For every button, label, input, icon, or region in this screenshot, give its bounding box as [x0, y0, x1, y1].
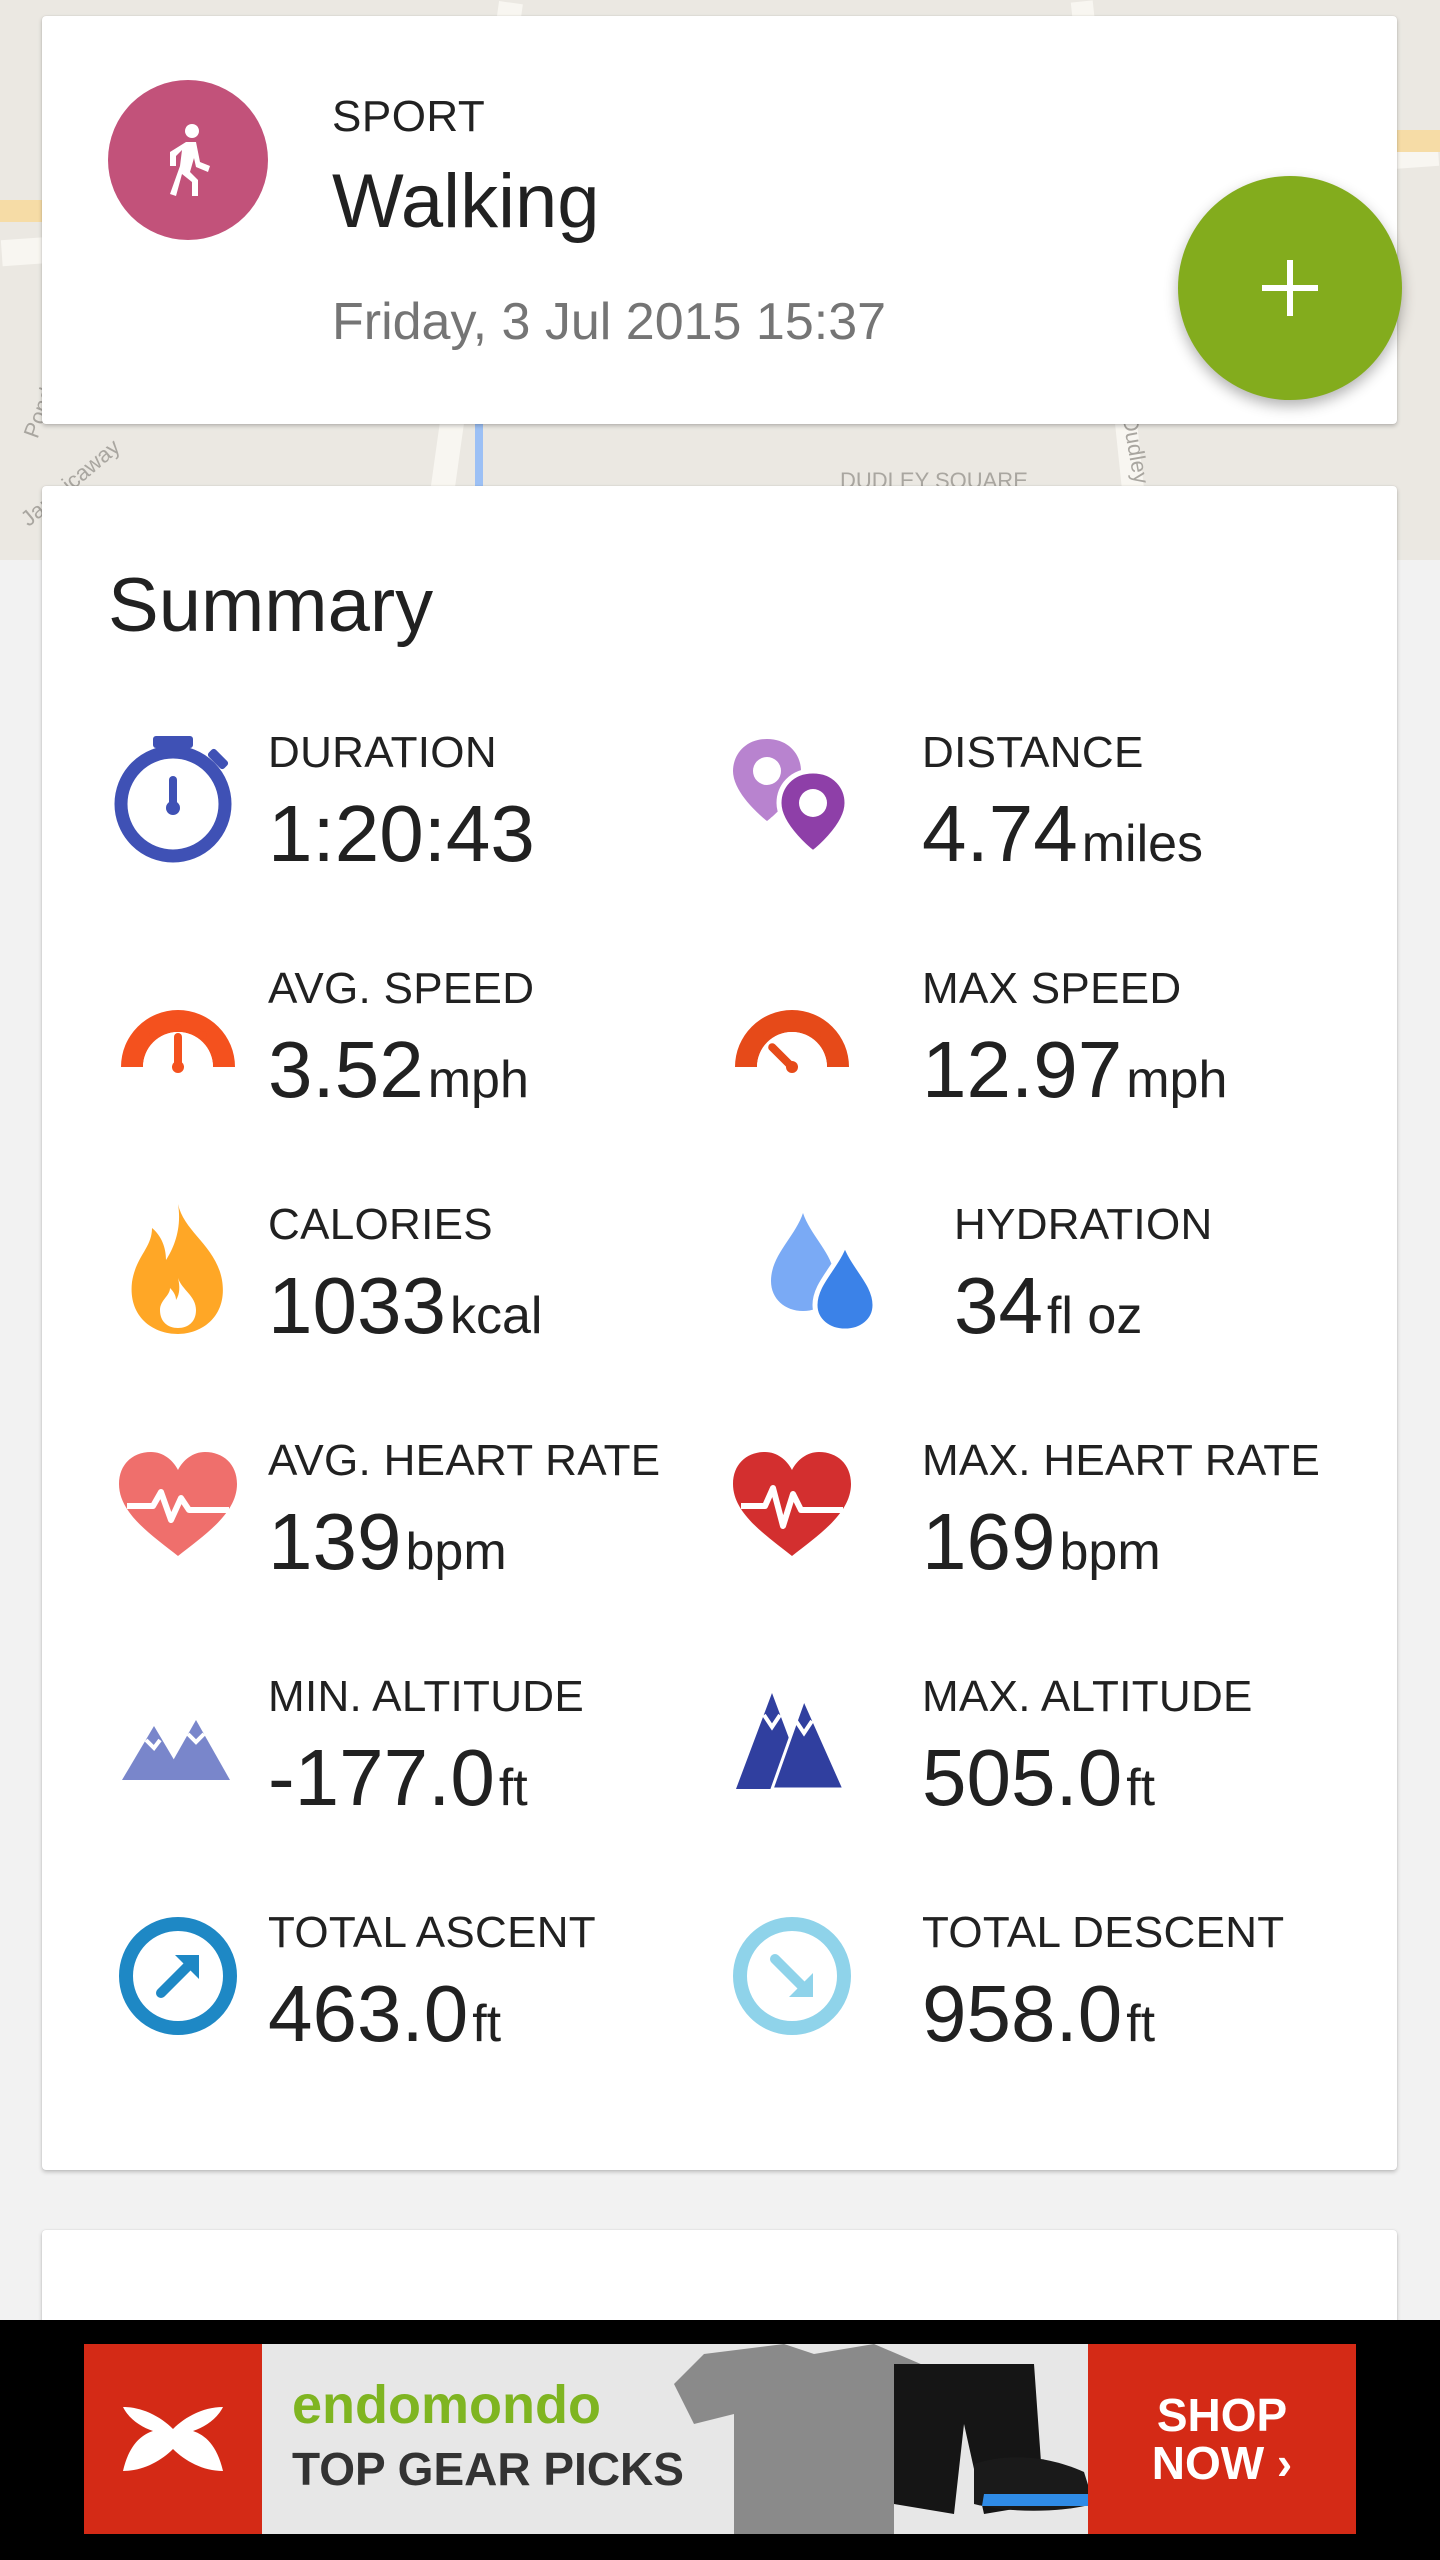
- ad-product-image: [674, 2344, 1094, 2534]
- stat-max-heart-rate: MAX. HEART RATE 169bpm: [722, 1434, 1342, 1634]
- stat-value: 1:20:43: [268, 789, 535, 878]
- stat-label: DURATION: [268, 728, 497, 777]
- ad-cta-line2: NOW ›: [1151, 2437, 1293, 2489]
- stat-duration: DURATION 1:20:43: [108, 726, 728, 926]
- speedometer-max-icon: [722, 962, 862, 1102]
- stat-unit: mph: [427, 1051, 529, 1109]
- summary-card: Summary DURATION 1:20:43: [42, 486, 1397, 2170]
- flame-icon: [108, 1198, 248, 1338]
- stat-label: AVG. HEART RATE: [268, 1436, 661, 1485]
- sport-name: Walking: [332, 159, 600, 244]
- stat-label: CALORIES: [268, 1200, 493, 1249]
- stat-unit: ft: [1126, 1995, 1156, 2053]
- stat-total-descent: TOTAL DESCENT 958.0ft: [722, 1906, 1342, 2106]
- stat-label: HYDRATION: [954, 1200, 1213, 1249]
- stat-label: DISTANCE: [922, 728, 1144, 777]
- stat-unit: ft: [498, 1759, 528, 1817]
- stat-avg-speed: AVG. SPEED 3.52mph: [108, 962, 728, 1162]
- stat-value: 1033: [268, 1261, 446, 1350]
- stat-unit: bpm: [405, 1523, 507, 1581]
- stat-label: MAX. HEART RATE: [922, 1436, 1321, 1485]
- stat-value: 958.0: [922, 1969, 1123, 2058]
- location-pins-icon: [722, 726, 862, 866]
- stat-unit: miles: [1081, 815, 1204, 873]
- under-armour-logo: [84, 2344, 262, 2534]
- workout-date: Friday, 3 Jul 2015 15:37: [332, 293, 887, 351]
- stat-distance: DISTANCE 4.74miles: [722, 726, 1342, 926]
- stat-value: 34: [954, 1261, 1043, 1350]
- stat-unit: bpm: [1059, 1523, 1161, 1581]
- stat-value: 139: [268, 1497, 402, 1586]
- stat-unit: ft: [472, 1995, 502, 2053]
- walking-person-icon: [108, 80, 268, 240]
- add-button[interactable]: [1178, 176, 1402, 400]
- stat-value: 463.0: [268, 1969, 469, 2058]
- stat-label: TOTAL ASCENT: [268, 1908, 596, 1957]
- ad-banner[interactable]: endomondo TOP GEAR PICKS SHOP NOW ›: [0, 2320, 1440, 2560]
- ad-content[interactable]: endomondo TOP GEAR PICKS SHOP NOW ›: [84, 2344, 1356, 2534]
- mountains-max-icon: [722, 1670, 862, 1810]
- ad-cta-line1: SHOP: [1156, 2389, 1288, 2441]
- descent-arrow-icon: [722, 1906, 862, 2046]
- stat-value: 3.52: [268, 1025, 424, 1114]
- stat-value: 4.74: [922, 789, 1078, 878]
- stopwatch-icon: [108, 726, 248, 866]
- stat-label: MIN. ALTITUDE: [268, 1672, 585, 1721]
- heart-pulse-icon: [108, 1434, 248, 1574]
- plus-icon: [1262, 260, 1318, 316]
- stat-value: 169: [922, 1497, 1056, 1586]
- stat-calories: CALORIES 1033kcal: [108, 1198, 728, 1398]
- ad-brand: endomondo: [292, 2375, 601, 2435]
- heart-pulse-max-icon: [722, 1434, 862, 1574]
- stat-label: AVG. SPEED: [268, 964, 535, 1013]
- stat-unit: fl oz: [1046, 1287, 1143, 1345]
- stat-label: MAX SPEED: [922, 964, 1182, 1013]
- stat-unit: kcal: [449, 1287, 543, 1345]
- stat-value: -177.0: [268, 1733, 495, 1822]
- speedometer-icon: [108, 962, 248, 1102]
- stat-max-altitude: MAX. ALTITUDE 505.0ft: [722, 1670, 1342, 1870]
- stat-value: 505.0: [922, 1733, 1123, 1822]
- ascent-arrow-icon: [108, 1906, 248, 2046]
- stat-unit: ft: [1126, 1759, 1156, 1817]
- stat-value: 12.97: [922, 1025, 1123, 1114]
- stat-unit: mph: [1126, 1051, 1228, 1109]
- shop-now-button[interactable]: SHOP NOW ›: [1088, 2344, 1356, 2534]
- stat-max-speed: MAX SPEED 12.97mph: [722, 962, 1342, 1162]
- stat-total-ascent: TOTAL ASCENT 463.0ft: [108, 1906, 728, 2106]
- stat-label: MAX. ALTITUDE: [922, 1672, 1253, 1721]
- stat-label: TOTAL DESCENT: [922, 1908, 1285, 1957]
- stat-hydration: HYDRATION 34fl oz: [754, 1198, 1374, 1398]
- mountains-icon: [108, 1670, 248, 1810]
- ad-tagline: TOP GEAR PICKS: [292, 2443, 684, 2495]
- sport-card[interactable]: SPORT Walking Friday, 3 Jul 2015 15:37: [42, 16, 1402, 424]
- sport-label: SPORT: [332, 92, 486, 141]
- summary-title: Summary: [108, 563, 434, 648]
- stat-min-altitude: MIN. ALTITUDE -177.0ft: [108, 1670, 728, 1870]
- stat-avg-heart-rate: AVG. HEART RATE 139bpm: [108, 1434, 728, 1634]
- water-drops-icon: [754, 1198, 894, 1338]
